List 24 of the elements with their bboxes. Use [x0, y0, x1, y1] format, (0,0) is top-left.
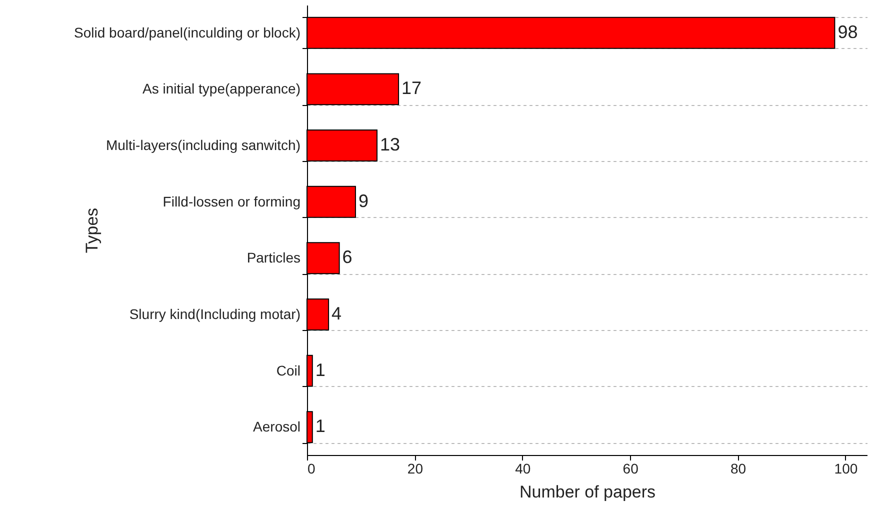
x-axis-title: Number of papers	[519, 482, 656, 502]
x-tick-label: 40	[515, 460, 531, 476]
y-tick-label: Aerosol	[253, 418, 300, 435]
data-label: 13	[380, 134, 400, 155]
y-tick-label: Coil	[276, 362, 300, 378]
y-tick-label: Slurry kind(Including motar)	[129, 306, 300, 322]
y-tick-label: Multi-layers(including sanwitch)	[106, 137, 300, 154]
y-tick-label: Filld-lossen or forming	[162, 193, 300, 210]
y-tick-label: Particles	[246, 250, 300, 266]
y-tick-label: As initial type(apperance)	[142, 80, 300, 97]
data-label: 6	[342, 247, 352, 268]
data-label: 98	[838, 22, 858, 42]
data-label: 9	[358, 190, 368, 211]
data-label: 1	[315, 416, 326, 436]
y-axis-title: Types	[82, 208, 102, 254]
y-tick-label: Solid board/panel(inculding or block)	[74, 24, 300, 40]
x-tick-label: 20	[407, 460, 424, 476]
x-tick-label: 80	[730, 460, 746, 476]
x-tick-label: 100	[834, 460, 858, 476]
data-label: 1	[315, 360, 326, 380]
x-tick-label: 0	[308, 460, 316, 476]
data-label: 17	[402, 78, 422, 98]
x-tick-label: 60	[622, 460, 639, 476]
data-label: 4	[332, 303, 342, 324]
